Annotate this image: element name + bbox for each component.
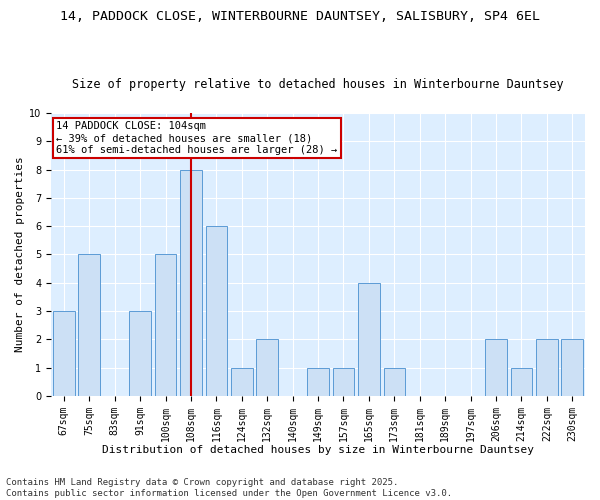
Bar [79, 254, 100, 396]
Bar [358, 282, 380, 396]
Bar [130, 311, 151, 396]
Bar [256, 340, 278, 396]
Bar [53, 311, 74, 396]
Bar [332, 368, 354, 396]
Bar [231, 368, 253, 396]
X-axis label: Distribution of detached houses by size in Winterbourne Dauntsey: Distribution of detached houses by size … [102, 445, 534, 455]
Bar [206, 226, 227, 396]
Text: Contains HM Land Registry data © Crown copyright and database right 2025.
Contai: Contains HM Land Registry data © Crown c… [6, 478, 452, 498]
Bar [536, 340, 557, 396]
Bar [383, 368, 405, 396]
Text: 14 PADDOCK CLOSE: 104sqm
← 39% of detached houses are smaller (18)
61% of semi-d: 14 PADDOCK CLOSE: 104sqm ← 39% of detach… [56, 122, 338, 154]
Bar [307, 368, 329, 396]
Bar [180, 170, 202, 396]
Bar [562, 340, 583, 396]
Y-axis label: Number of detached properties: Number of detached properties [15, 156, 25, 352]
Bar [485, 340, 507, 396]
Title: Size of property relative to detached houses in Winterbourne Dauntsey: Size of property relative to detached ho… [72, 78, 564, 91]
Bar [511, 368, 532, 396]
Text: 14, PADDOCK CLOSE, WINTERBOURNE DAUNTSEY, SALISBURY, SP4 6EL: 14, PADDOCK CLOSE, WINTERBOURNE DAUNTSEY… [60, 10, 540, 23]
Bar [155, 254, 176, 396]
